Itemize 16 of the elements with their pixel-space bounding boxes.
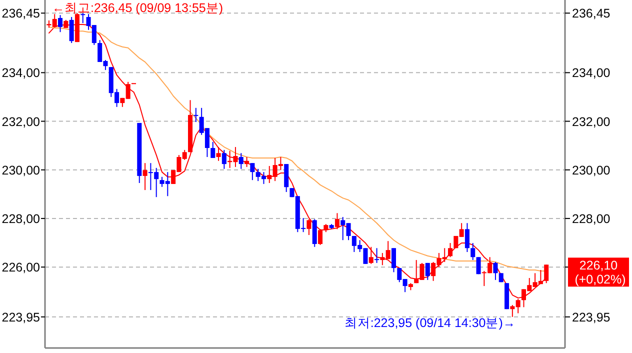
y2-tick-label: 236,45	[572, 6, 610, 21]
annotation: ←최고:236,45 (09/09 13:55분)	[52, 1, 224, 16]
y-tick-label: 228,00	[2, 212, 40, 226]
text: 226,10 (+0,02%)	[571, 258, 626, 287]
y-tick-label: 236,45	[2, 6, 40, 21]
y2-tick-label: 228,00	[572, 212, 610, 226]
y2-tick-label: 234,00	[572, 66, 610, 80]
annotation: 최저:223,95 (09/14 14:30분)→	[344, 316, 516, 330]
y-tick-label: 234,00	[2, 66, 40, 80]
y-tick-label: 226,00	[2, 260, 40, 275]
y-tick-label: 232,00	[2, 114, 40, 129]
y-tick-label: 230,00	[2, 163, 40, 178]
y2-tick-label: 230,00	[572, 163, 610, 178]
y-tick-label: 223,95	[2, 310, 40, 324]
y2-tick-label: 232,00	[572, 114, 610, 129]
y2-tick-label: 223,95	[572, 310, 610, 324]
